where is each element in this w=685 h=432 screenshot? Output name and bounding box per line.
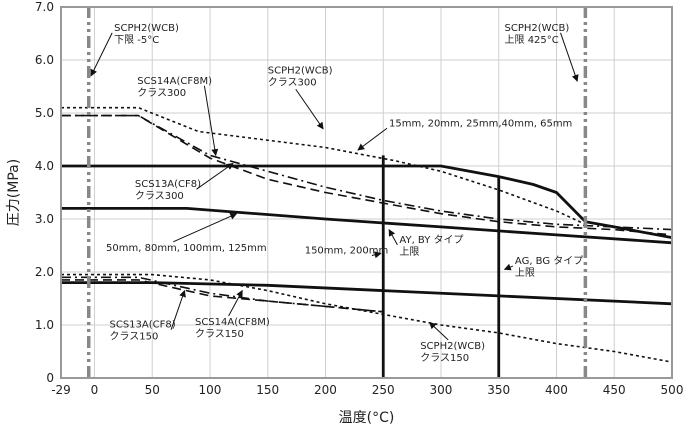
x-tick-label: -29 — [51, 383, 71, 397]
x-tick-label: 0 — [91, 383, 99, 397]
annotation-text: クラス300 — [137, 87, 186, 99]
annotation-text: 上限 — [399, 246, 419, 258]
annotation-arrow — [357, 127, 388, 151]
annotation: 150mm, 200mm — [305, 245, 389, 259]
annotation-arrow — [203, 85, 219, 157]
annotation-text: SCS14A(CF8M) — [137, 76, 212, 87]
y-tick-label: 5.0 — [35, 106, 54, 120]
annotation: 15mm, 20mm, 25mm,40mm, 65mm — [357, 118, 572, 151]
annotation: SCPH2(WCB)クラス150 — [420, 321, 485, 364]
annotation: SCS14A(CF8M)クラス300 — [137, 76, 219, 157]
annotation-text: 15mm, 20mm, 25mm,40mm, 65mm — [389, 118, 572, 129]
y-tick-label: 4.0 — [35, 159, 54, 173]
annotation-text: 上限 — [515, 267, 535, 279]
x-axis-label: 温度(°C) — [339, 410, 395, 426]
annotation-text: SCS13A(CF8) — [110, 320, 176, 331]
y-tick-label: 2.0 — [35, 265, 54, 279]
x-tick-label: 500 — [661, 383, 684, 397]
series-line — [61, 164, 673, 239]
annotation: SCPH2(WCB)下限 -5°C — [90, 23, 179, 77]
annotation-arrow — [428, 321, 449, 341]
annotation-text: AY, BY タイプ — [399, 234, 463, 246]
series-line — [61, 281, 673, 306]
x-tick-label: 200 — [314, 383, 337, 397]
annotation-text: AG, BG タイプ — [515, 255, 583, 267]
annotation-arrow — [170, 289, 186, 330]
annotation-arrow — [503, 263, 514, 271]
annotation-text: SCS14A(CF8M) — [195, 317, 270, 328]
x-tick-label: 100 — [199, 383, 222, 397]
annotation-text: SCS13A(CF8) — [135, 179, 201, 190]
annotation-text: クラス150 — [110, 331, 159, 343]
annotation-text: 上限 425°C — [505, 34, 559, 46]
annotation-text: クラス150 — [195, 328, 244, 340]
annotation: SCS14A(CF8M)クラス150 — [195, 289, 270, 340]
series-line — [61, 279, 384, 313]
y-tick-label: 6.0 — [35, 53, 54, 67]
annotation: SCPH2(WCB)上限 425°C — [505, 23, 579, 82]
annotation-text: 下限 -5°C — [114, 34, 159, 46]
annotation-text: クラス150 — [420, 352, 469, 364]
annotation-arrow — [371, 251, 382, 259]
y-axis-label: 圧力(MPa) — [6, 159, 22, 226]
annotation-arrow — [388, 228, 398, 246]
annotation-text: SCPH2(WCB) — [114, 23, 179, 34]
y-tick-label: 1.0 — [35, 318, 54, 332]
annotation-text: クラス300 — [268, 76, 317, 88]
annotation-arrow — [173, 213, 238, 243]
x-tick-label: 50 — [145, 383, 160, 397]
ticks-layer: -29 0 50 100 150 200 250 300 350 400 450 50001.02.0… — [35, 0, 684, 397]
series-line — [61, 276, 384, 313]
annotation: 50mm, 80mm, 100mm, 125mm — [106, 213, 267, 254]
annotation-text: クラス300 — [135, 190, 184, 202]
x-tick-label: 400 — [545, 383, 568, 397]
series-line — [61, 106, 586, 226]
annotation-arrow — [228, 289, 243, 317]
annotation-arrow — [196, 162, 234, 190]
y-tick-label: 3.0 — [35, 212, 54, 226]
plot-frame — [60, 6, 673, 379]
annotation: SCPH2(WCB)クラス300 — [268, 65, 333, 130]
x-tick-label: 250 — [372, 383, 395, 397]
annotation-text: SCPH2(WCB) — [420, 341, 485, 352]
y-tick-label: 0 — [46, 371, 54, 385]
x-tick-label: 150 — [256, 383, 279, 397]
annotation-text: SCPH2(WCB) — [505, 23, 570, 34]
x-tick-label: 350 — [487, 383, 510, 397]
annotation-text: SCPH2(WCB) — [268, 65, 333, 76]
annotation-text: 150mm, 200mm — [305, 245, 389, 256]
annotation-text: 50mm, 80mm, 100mm, 125mm — [106, 243, 267, 254]
x-tick-label: 450 — [603, 383, 626, 397]
annotation: SCS13A(CF8)クラス150 — [110, 289, 186, 343]
annotation: SCS13A(CF8)クラス300 — [135, 162, 234, 202]
vertical-lines-layer — [86, 7, 588, 378]
annotation-arrow — [90, 32, 113, 77]
annotation-arrow — [560, 32, 579, 82]
x-tick-label: 300 — [430, 383, 453, 397]
y-tick-label: 7.0 — [35, 0, 54, 14]
annotation-arrow — [295, 88, 324, 130]
